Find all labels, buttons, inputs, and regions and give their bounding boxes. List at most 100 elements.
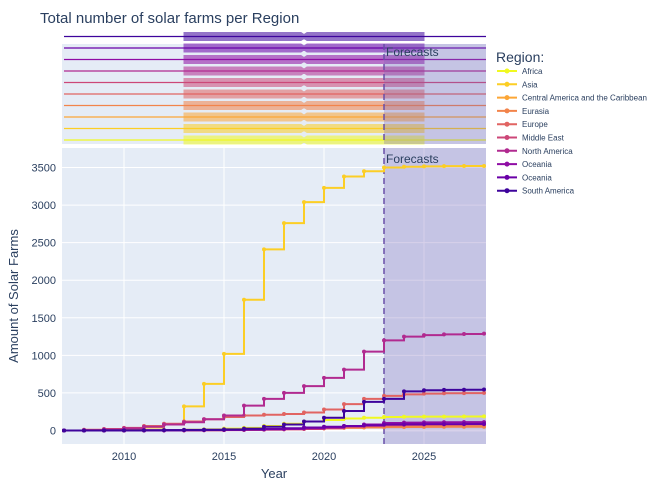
data-point[interactable]: [142, 428, 146, 433]
data-point[interactable]: [402, 414, 406, 419]
data-point[interactable]: [182, 427, 186, 432]
data-point[interactable]: [202, 381, 206, 386]
legend[interactable]: Region: Africa Asia Central America and th…: [496, 49, 647, 196]
x-tick-label: 2010: [112, 451, 136, 463]
data-point[interactable]: [362, 349, 366, 354]
data-point[interactable]: [342, 174, 346, 179]
data-point[interactable]: [342, 423, 346, 428]
legend-item[interactable]: North America: [497, 147, 573, 156]
data-point[interactable]: [422, 388, 426, 393]
data-point[interactable]: [442, 391, 446, 396]
data-point[interactable]: [322, 415, 326, 420]
data-point[interactable]: [202, 417, 206, 422]
data-point[interactable]: [482, 390, 486, 395]
data-point[interactable]: [82, 428, 86, 433]
data-point[interactable]: [342, 408, 346, 413]
data-point[interactable]: [162, 428, 166, 433]
data-point[interactable]: [362, 399, 366, 404]
data-point[interactable]: [422, 164, 426, 169]
data-point[interactable]: [482, 164, 486, 169]
data-point[interactable]: [362, 415, 366, 420]
data-point[interactable]: [322, 424, 326, 429]
data-point[interactable]: [402, 334, 406, 339]
data-point[interactable]: [242, 403, 246, 408]
data-point[interactable]: [482, 387, 486, 392]
data-point[interactable]: [422, 422, 426, 427]
legend-item[interactable]: South America: [497, 187, 575, 196]
data-point[interactable]: [482, 331, 486, 336]
data-point[interactable]: [362, 423, 366, 428]
data-point[interactable]: [282, 422, 286, 427]
data-point[interactable]: [302, 419, 306, 424]
data-point[interactable]: [462, 391, 466, 396]
data-point[interactable]: [342, 367, 346, 372]
data-point[interactable]: [382, 165, 386, 170]
data-point[interactable]: [142, 424, 146, 429]
legend-item[interactable]: Oceania: [497, 173, 552, 182]
legend-item[interactable]: Central America and the Caribbean: [497, 94, 647, 103]
data-point[interactable]: [282, 221, 286, 226]
data-point[interactable]: [482, 422, 486, 427]
data-point[interactable]: [462, 387, 466, 392]
data-point[interactable]: [242, 297, 246, 302]
data-point[interactable]: [442, 164, 446, 169]
data-point[interactable]: [462, 422, 466, 427]
data-point[interactable]: [422, 333, 426, 338]
data-point[interactable]: [242, 426, 246, 431]
legend-item[interactable]: Middle East: [497, 134, 565, 143]
data-point[interactable]: [162, 422, 166, 427]
data-point[interactable]: [322, 185, 326, 190]
legend-marker: [504, 174, 510, 180]
data-point[interactable]: [402, 422, 406, 427]
legend-item[interactable]: Asia: [497, 80, 538, 89]
data-point[interactable]: [382, 422, 386, 427]
legend-marker: [504, 188, 510, 194]
data-point[interactable]: [442, 332, 446, 337]
data-point[interactable]: [382, 338, 386, 343]
data-point[interactable]: [462, 414, 466, 419]
data-point[interactable]: [442, 387, 446, 392]
data-point[interactable]: [282, 390, 286, 395]
data-point[interactable]: [182, 420, 186, 425]
data-point[interactable]: [342, 402, 346, 407]
data-point[interactable]: [222, 427, 226, 432]
data-point[interactable]: [322, 375, 326, 380]
data-point[interactable]: [482, 414, 486, 419]
data-point[interactable]: [322, 407, 326, 412]
data-point[interactable]: [282, 411, 286, 416]
data-point[interactable]: [382, 396, 386, 401]
data-point[interactable]: [102, 428, 106, 433]
data-point[interactable]: [402, 389, 406, 394]
legend-item[interactable]: Oceania: [497, 160, 552, 169]
data-point[interactable]: [122, 428, 126, 433]
data-point[interactable]: [462, 164, 466, 169]
data-point[interactable]: [202, 427, 206, 432]
data-point[interactable]: [222, 351, 226, 356]
data-point[interactable]: [422, 391, 426, 396]
data-point[interactable]: [262, 247, 266, 252]
data-point[interactable]: [362, 396, 366, 401]
data-point[interactable]: [62, 428, 66, 433]
data-point[interactable]: [382, 414, 386, 419]
data-point[interactable]: [262, 412, 266, 417]
data-point[interactable]: [302, 200, 306, 205]
legend-item[interactable]: Europe: [497, 120, 548, 129]
range-slider-panel[interactable]: Forecasts: [62, 32, 486, 145]
data-point[interactable]: [442, 422, 446, 427]
y-tick-label: 3500: [32, 163, 56, 175]
data-point[interactable]: [422, 414, 426, 419]
data-point[interactable]: [302, 384, 306, 389]
data-point[interactable]: [182, 404, 186, 409]
data-point[interactable]: [362, 169, 366, 174]
data-point[interactable]: [302, 410, 306, 415]
data-point[interactable]: [222, 413, 226, 418]
data-point[interactable]: [262, 396, 266, 401]
data-point[interactable]: [402, 164, 406, 169]
data-point[interactable]: [442, 414, 446, 419]
data-point[interactable]: [382, 393, 386, 398]
data-point[interactable]: [302, 425, 306, 430]
legend-item[interactable]: Eurasia: [497, 107, 550, 116]
data-point[interactable]: [262, 424, 266, 429]
legend-item[interactable]: Africa: [497, 67, 543, 76]
data-point[interactable]: [462, 331, 466, 336]
